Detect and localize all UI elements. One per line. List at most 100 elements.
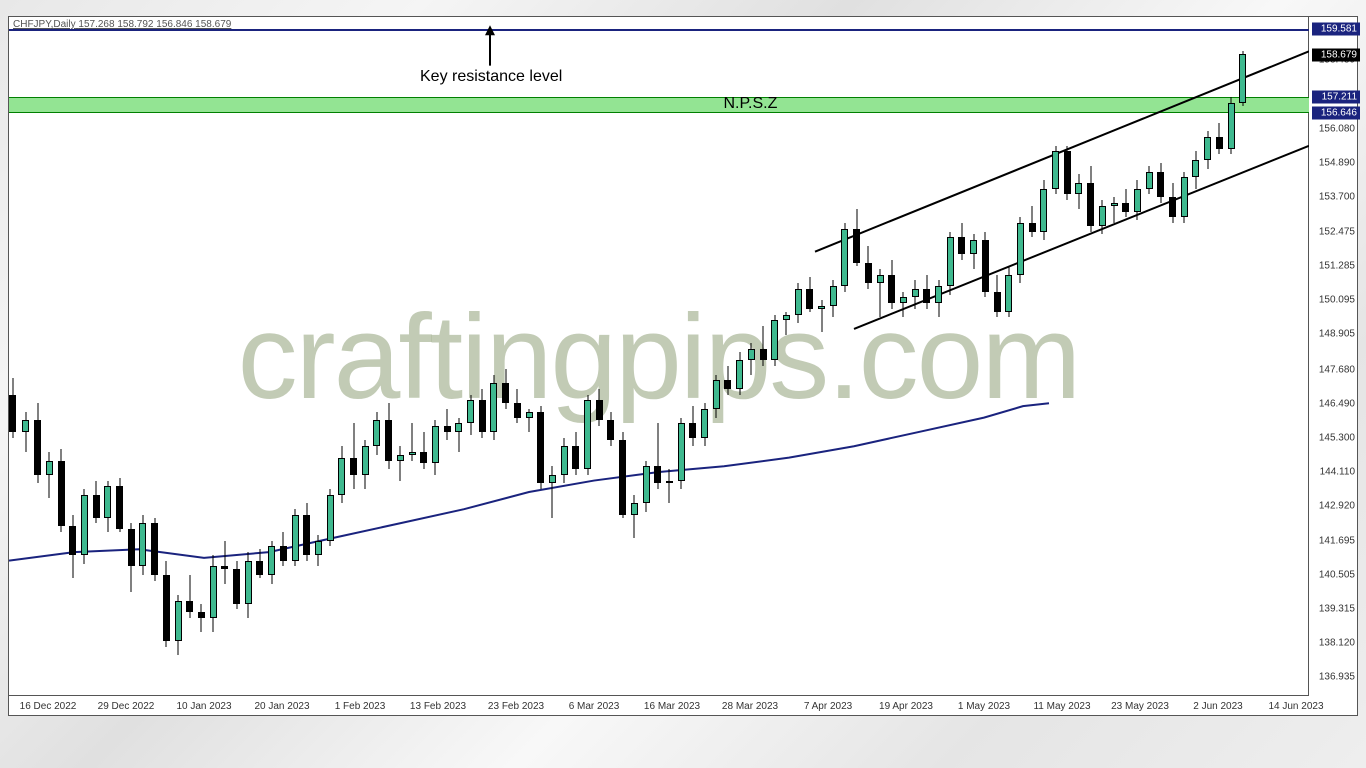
y-tick-label: 140.505 — [1319, 569, 1355, 580]
price-marker: 159.581 — [1312, 22, 1360, 35]
candlestick — [643, 17, 650, 677]
x-tick-label: 1 Feb 2023 — [335, 701, 386, 712]
y-tick-label: 145.300 — [1319, 432, 1355, 443]
plot-area[interactable]: craftingpips.com N.P.S.Z159.581158.67915… — [9, 17, 1309, 697]
x-tick-label: 16 Mar 2023 — [644, 701, 700, 712]
candlestick — [818, 17, 825, 677]
price-marker: 157.211 — [1312, 90, 1360, 103]
candlestick — [467, 17, 474, 677]
candlestick — [724, 17, 731, 677]
candlestick — [748, 17, 755, 677]
candlestick — [338, 17, 345, 677]
candlestick — [397, 17, 404, 677]
candlestick — [1157, 17, 1164, 677]
candlestick — [619, 17, 626, 677]
candlestick — [93, 17, 100, 677]
symbol-label: CHFJPY — [13, 19, 51, 30]
y-tick-label: 148.905 — [1319, 329, 1355, 340]
x-tick-label: 13 Feb 2023 — [410, 701, 466, 712]
candlestick — [514, 17, 521, 677]
candlestick — [654, 17, 661, 677]
candlestick — [128, 17, 135, 677]
candlestick — [1239, 17, 1246, 677]
candlestick — [958, 17, 965, 677]
candlestick — [970, 17, 977, 677]
x-tick-label: 23 May 2023 — [1111, 701, 1169, 712]
ohlc-label: 157.268 158.792 156.846 158.679 — [78, 19, 231, 30]
candlestick — [22, 17, 29, 677]
y-tick-label: 136.935 — [1319, 672, 1355, 683]
y-tick-label: 141.695 — [1319, 535, 1355, 546]
candlestick — [584, 17, 591, 677]
candlestick — [900, 17, 907, 677]
y-tick-label: 142.920 — [1319, 500, 1355, 511]
candlestick — [385, 17, 392, 677]
y-tick-label: 153.700 — [1319, 192, 1355, 203]
candlestick — [303, 17, 310, 677]
candlestick — [46, 17, 53, 677]
candlestick — [935, 17, 942, 677]
y-tick-label: 139.315 — [1319, 603, 1355, 614]
candlestick — [678, 17, 685, 677]
candlestick — [865, 17, 872, 677]
x-tick-label: 19 Apr 2023 — [879, 701, 933, 712]
candlestick — [1029, 17, 1036, 677]
candlestick — [1087, 17, 1094, 677]
candlestick — [233, 17, 240, 677]
candlestick — [713, 17, 720, 677]
candlestick — [701, 17, 708, 677]
candlestick — [444, 17, 451, 677]
y-tick-label: 146.490 — [1319, 398, 1355, 409]
candlestick — [1052, 17, 1059, 677]
candlestick — [877, 17, 884, 677]
x-tick-label: 2 Jun 2023 — [1193, 701, 1243, 712]
candlestick — [81, 17, 88, 677]
y-tick-label: 151.285 — [1319, 261, 1355, 272]
candlestick — [1005, 17, 1012, 677]
candlestick — [175, 17, 182, 677]
candlestick — [771, 17, 778, 677]
candlestick — [806, 17, 813, 677]
npsz-label: N.P.S.Z — [723, 95, 777, 113]
candlestick — [1192, 17, 1199, 677]
timeframe-label: Daily — [53, 19, 75, 30]
candlestick — [58, 17, 65, 677]
candlestick — [280, 17, 287, 677]
y-tick-label: 147.680 — [1319, 364, 1355, 375]
y-tick-label: 154.890 — [1319, 158, 1355, 169]
candlestick — [1216, 17, 1223, 677]
candlestick — [1204, 17, 1211, 677]
candlestick — [1017, 17, 1024, 677]
candlestick — [210, 17, 217, 677]
chart-header: CHFJPY,Daily 157.268 158.792 156.846 158… — [13, 19, 231, 30]
candlestick — [420, 17, 427, 677]
candlestick — [292, 17, 299, 677]
candlestick — [549, 17, 556, 677]
y-tick-label: 150.095 — [1319, 295, 1355, 306]
candlestick — [841, 17, 848, 677]
price-marker: 158.679 — [1312, 48, 1360, 61]
candlestick — [1228, 17, 1235, 677]
candlestick — [455, 17, 462, 677]
candlestick — [490, 17, 497, 677]
candlestick — [1146, 17, 1153, 677]
y-axis: 158.480156.080154.890153.700152.475151.2… — [1307, 17, 1357, 717]
x-tick-label: 11 May 2023 — [1033, 701, 1090, 712]
candlestick — [186, 17, 193, 677]
candlestick — [1075, 17, 1082, 677]
x-tick-label: 23 Feb 2023 — [488, 701, 544, 712]
x-axis: 16 Dec 202229 Dec 202210 Jan 202320 Jan … — [9, 695, 1309, 715]
candlestick — [760, 17, 767, 677]
candlestick — [139, 17, 146, 677]
candlestick — [479, 17, 486, 677]
y-tick-label: 138.120 — [1319, 638, 1355, 649]
candlestick — [198, 17, 205, 677]
x-tick-label: 10 Jan 2023 — [176, 701, 231, 712]
candlestick — [947, 17, 954, 677]
x-tick-label: 7 Apr 2023 — [804, 701, 852, 712]
candlestick — [1064, 17, 1071, 677]
x-tick-label: 28 Mar 2023 — [722, 701, 778, 712]
candlestick — [350, 17, 357, 677]
candlestick — [666, 17, 673, 677]
candlestick — [116, 17, 123, 677]
